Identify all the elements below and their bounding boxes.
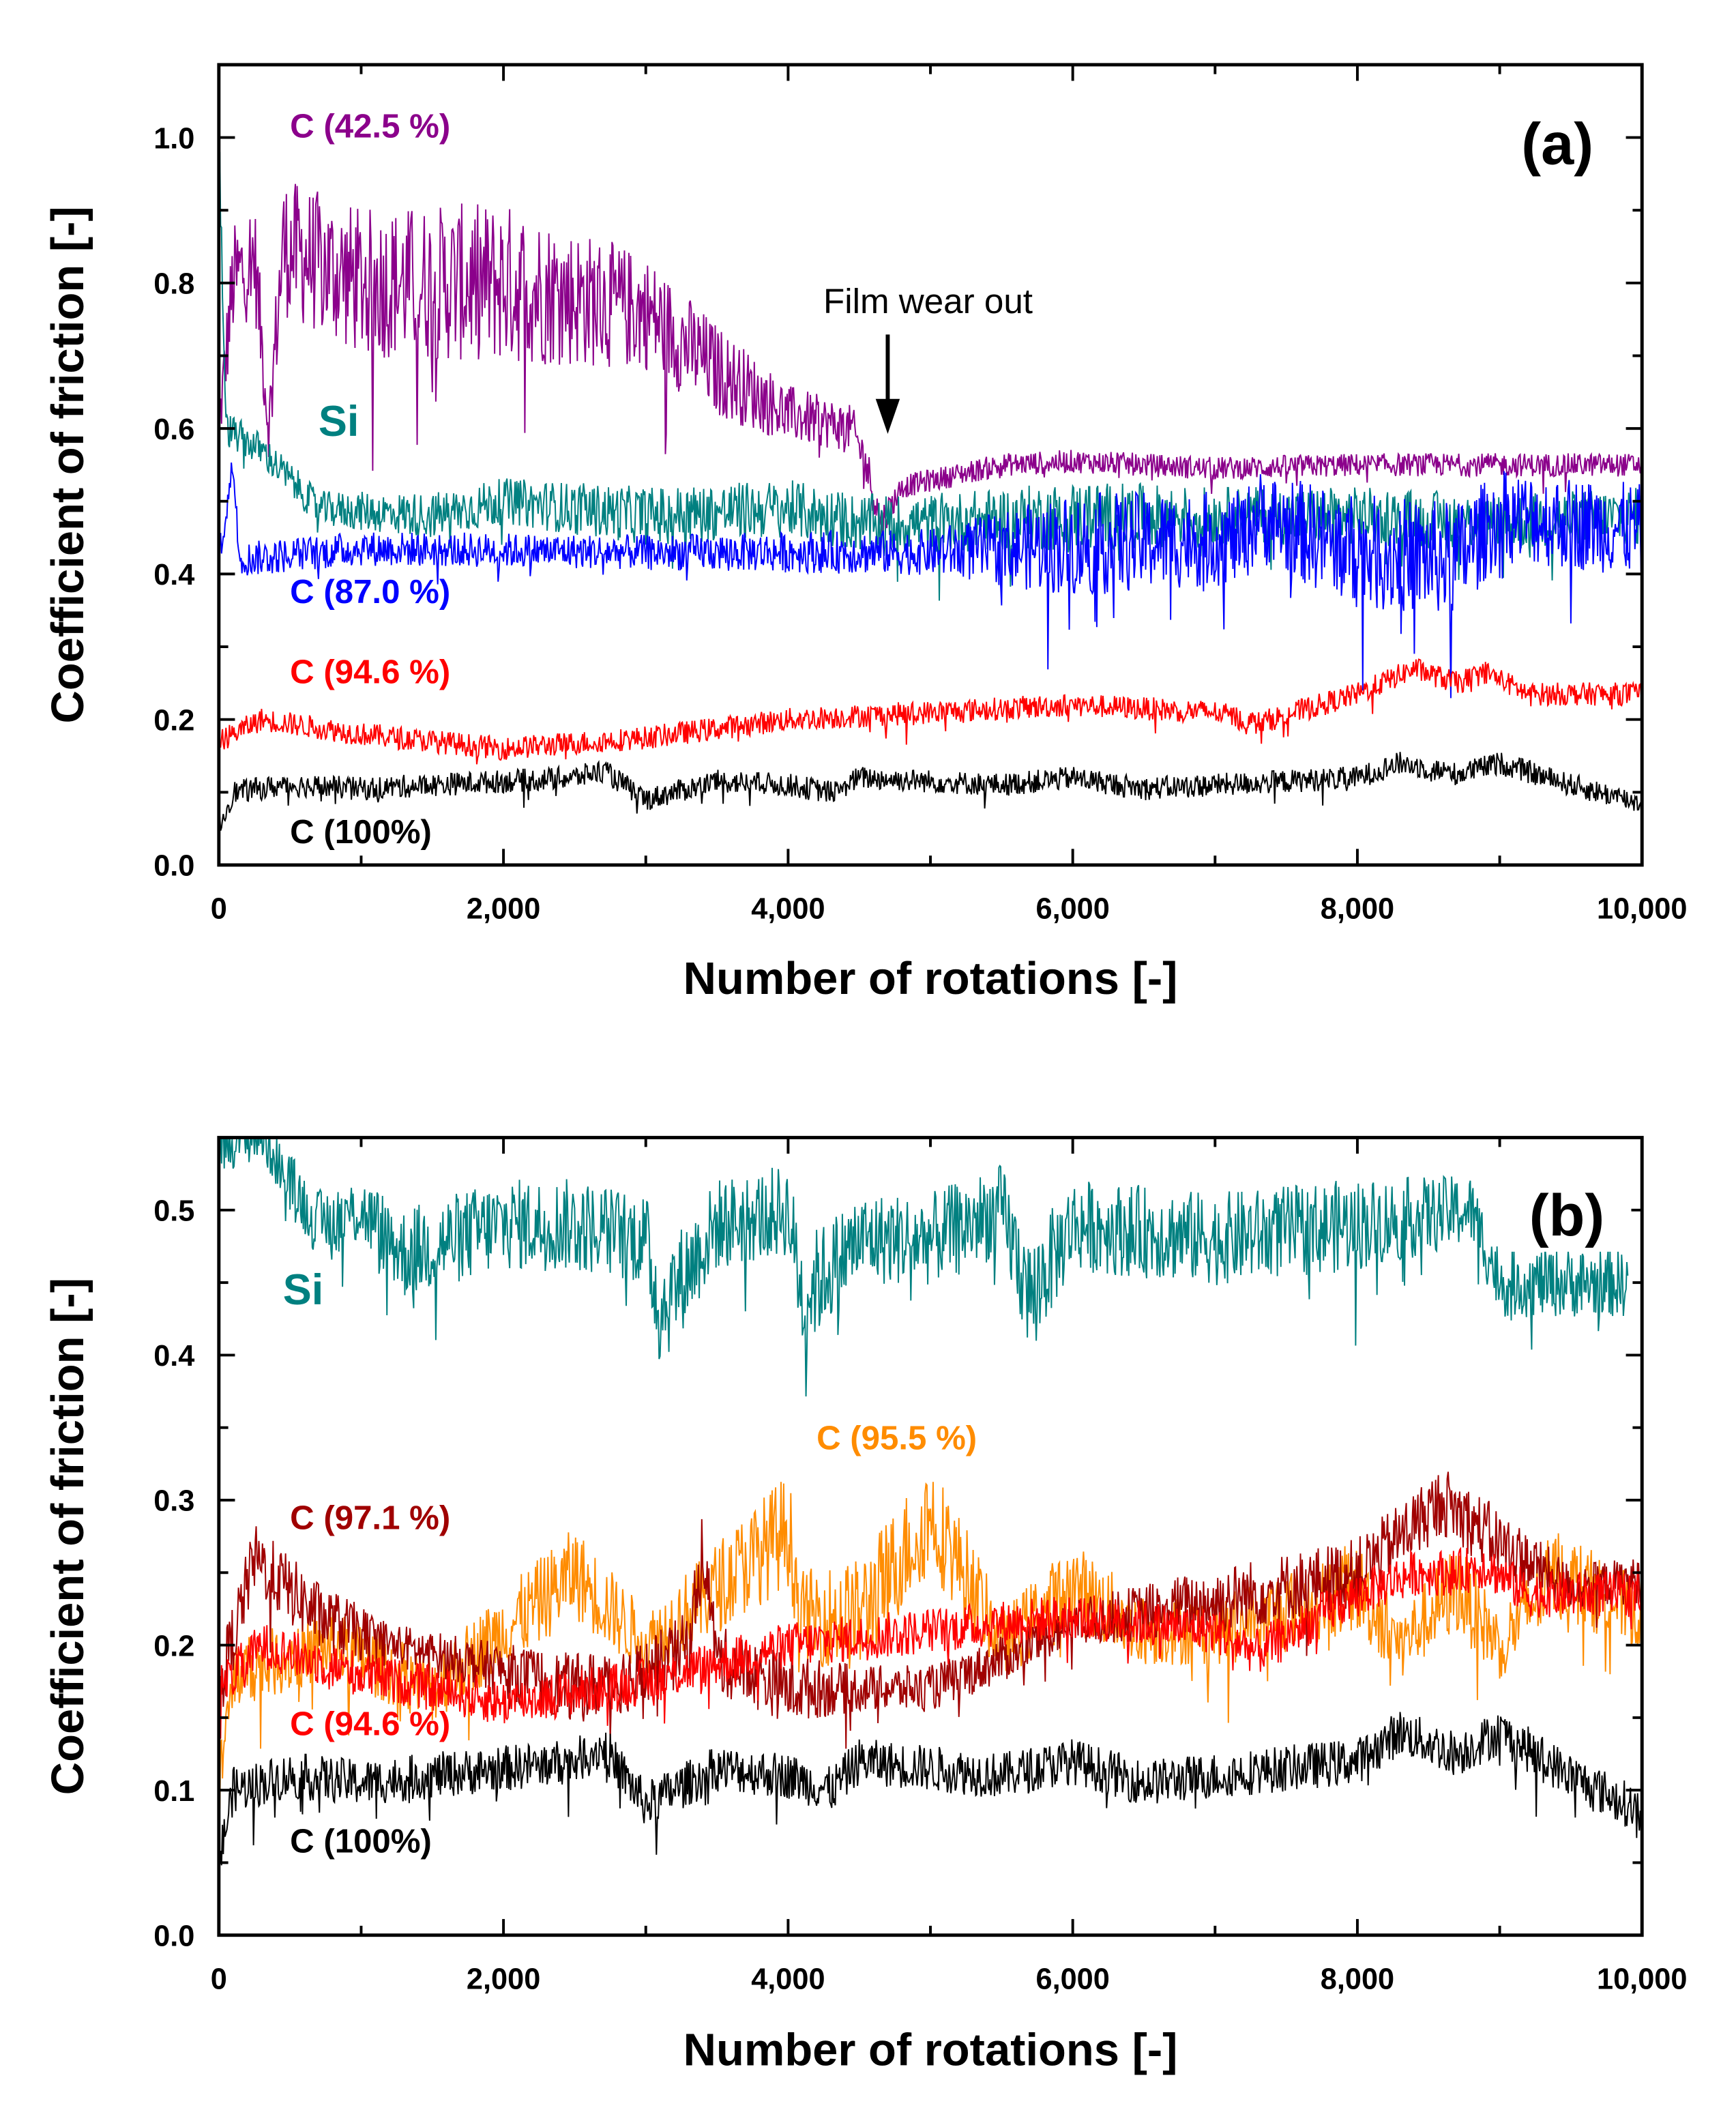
series-line-4 [218,752,1643,840]
x-tick-label: 10,000 [1597,893,1687,926]
y-tick-label: 0.0 [153,1920,194,1952]
x-tick-label: 2,000 [467,1963,540,1995]
series-line-1 [218,1482,1643,1809]
x-tick-label: 6,000 [1035,893,1109,926]
series-label: C (100%) [290,1823,432,1860]
x-tick-label: 6,000 [1035,1963,1109,1995]
x-tick-label: 8,000 [1321,1963,1394,1995]
series-line-4 [218,1712,1643,1866]
y-tick-label: 0.2 [153,704,194,737]
y-tick-label: 0.0 [153,850,194,883]
x-tick-label: 10,000 [1597,1963,1687,1995]
y-tick-label: 0.6 [153,413,194,446]
y-axis-title: Coefficient of friction [-] [42,206,93,723]
chart-panel-b: 0 2,000 4,000 6,000 8,000 10,000 0.0 0.1 0.2 0.3 0… [42,1136,1687,2076]
x-tick-label: 2,000 [467,893,540,926]
plot-frame [217,63,1644,867]
x-tick-label: 8,000 [1321,893,1394,926]
annotation-arrow-head-icon [875,398,900,434]
x-axis-title: Number of rotations [-] [683,2025,1178,2076]
y-tick-label: 0.4 [153,1340,194,1373]
series-label: Si [319,398,359,445]
series-line-0 [218,184,1643,533]
y-tick-label: 0.2 [153,1630,194,1662]
series-line-3 [218,658,1643,765]
series-label: C (94.6 %) [290,653,450,690]
series-label: C (100%) [290,813,432,851]
y-tick-label: 1.0 [153,122,194,155]
x-tick-label: 4,000 [751,893,825,926]
series-label: C (97.1 %) [290,1499,450,1537]
panel-label-bg [1498,110,1622,181]
panel-label: (b) [1529,1183,1605,1248]
y-axis-title: Coefficient of friction [-] [42,1278,93,1795]
x-tick-label: 0 [211,1963,227,1995]
chart-panel-a: 0 2,000 4,000 6,000 8,000 10,000 0.0 0.2 0.4 0.6 0… [42,63,1687,1004]
series-label: C (87.0 %) [290,573,450,611]
x-tick-label: 4,000 [751,1963,825,1995]
y-tick-label: 0.5 [153,1195,194,1228]
series-label: C (42.5 %) [290,108,450,145]
series-line-2 [218,1471,1643,1749]
series-label: C (95.5 %) [816,1420,977,1457]
panel-label: (a) [1521,112,1593,177]
x-tick-label: 0 [211,893,227,926]
series-label: C (94.6 %) [290,1705,450,1742]
panel-label-bg [1507,1182,1632,1252]
series-line-3 [218,1547,1643,1739]
series-line-2 [218,463,1643,699]
annotation-text: Film wear out [823,282,1033,321]
x-axis-title: Number of rotations [-] [683,953,1178,1004]
y-tick-label: 0.8 [153,268,194,301]
y-tick-label: 0.1 [153,1775,194,1808]
y-tick-label: 0.4 [153,559,194,591]
series-line-0 [218,1137,1629,1397]
series-label: Si [283,1266,324,1314]
y-tick-label: 0.3 [153,1485,194,1518]
